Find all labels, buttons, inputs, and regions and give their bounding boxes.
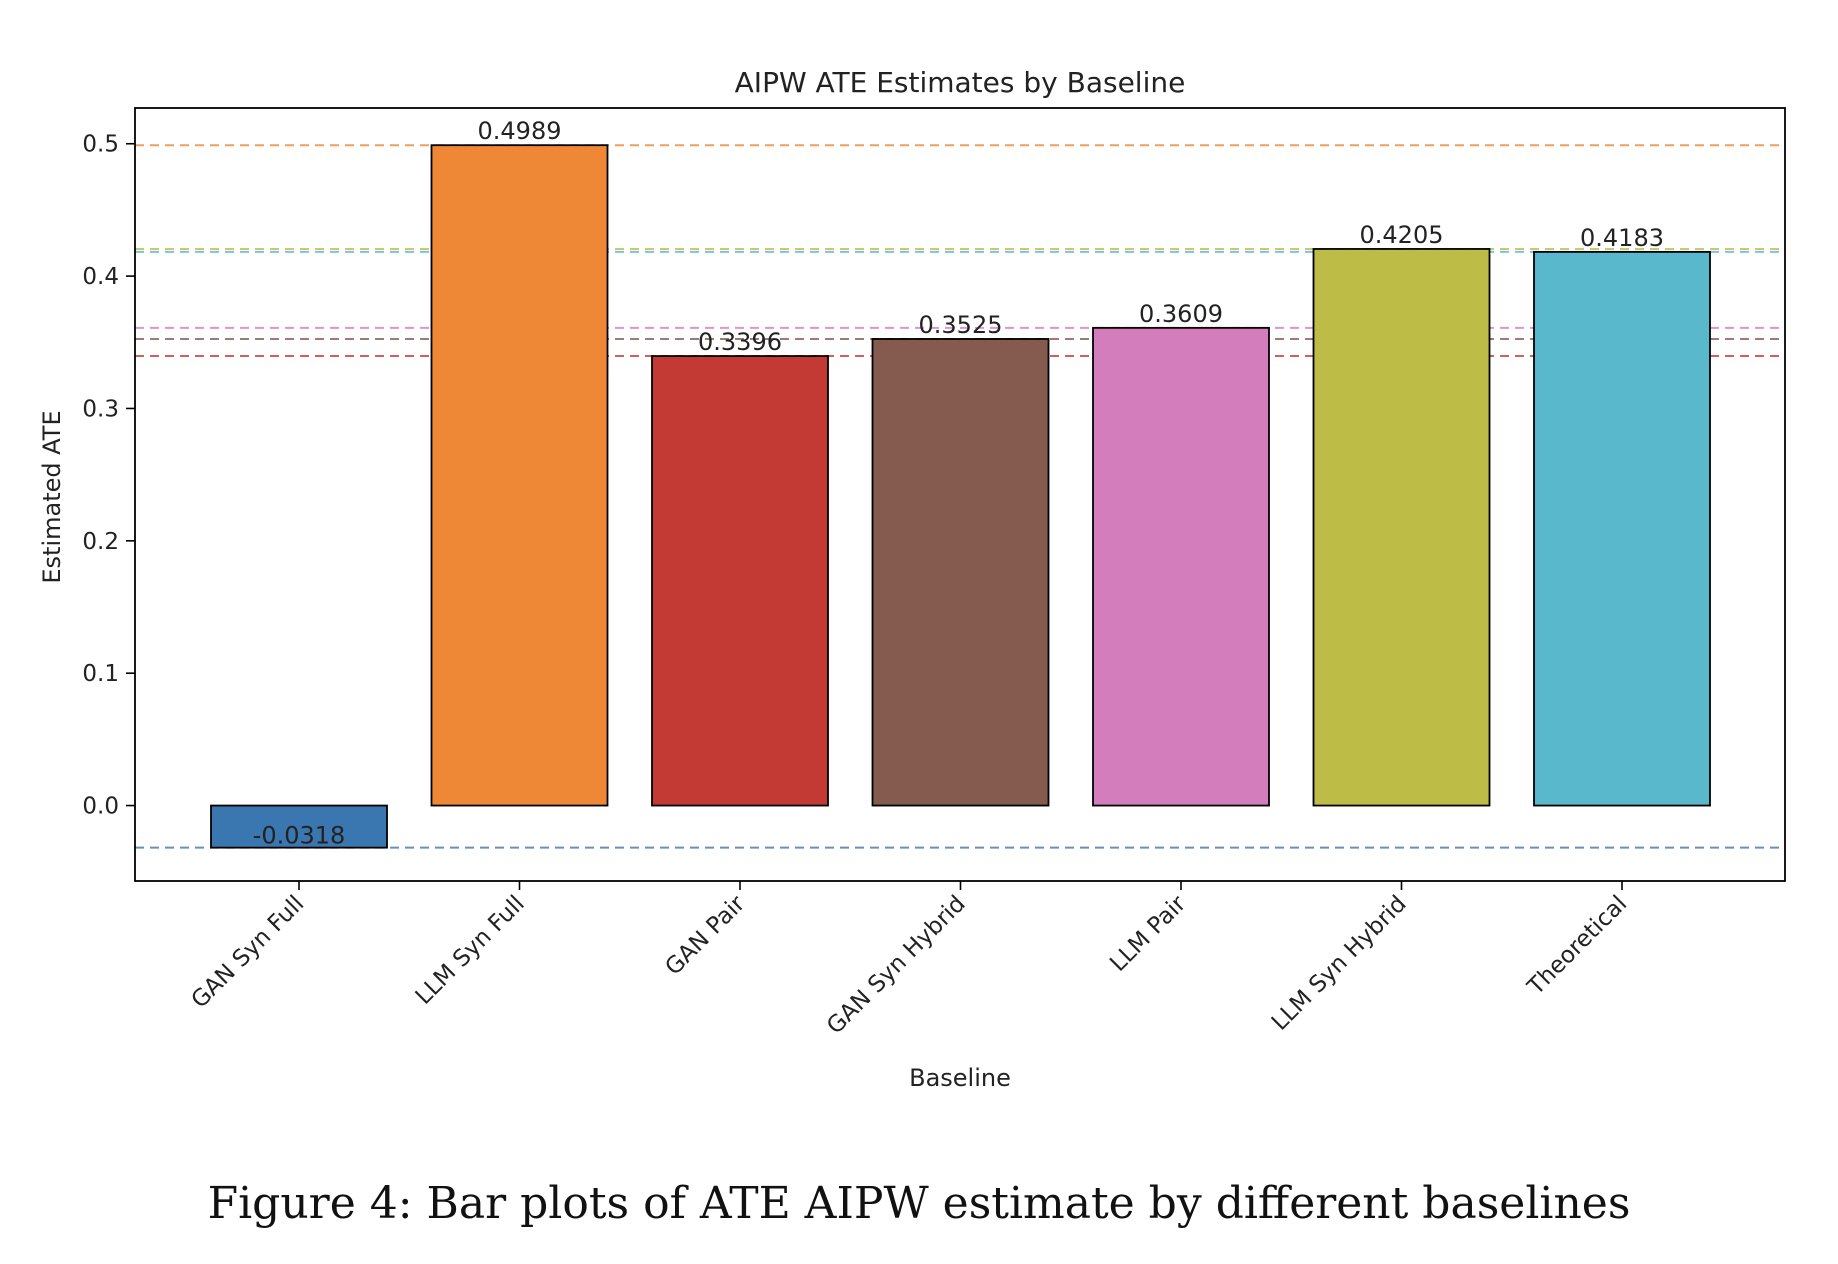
x-tick-label: LLM Syn Hybrid (1267, 891, 1412, 1036)
chart-title: AIPW ATE Estimates by Baseline (735, 66, 1186, 99)
bar-value-label: 0.4989 (478, 117, 562, 145)
bar-value-label: 0.3609 (1139, 300, 1223, 328)
y-tick-label: 0.4 (82, 264, 119, 290)
y-tick-label: 0.2 (82, 529, 119, 555)
bar (1092, 326, 1270, 807)
bar (210, 804, 388, 849)
bar (651, 355, 829, 807)
x-tick-label: GAN Syn Hybrid (822, 891, 971, 1040)
bar (1533, 250, 1711, 807)
bar-value-label: 0.3396 (698, 328, 782, 356)
x-axis: GAN Syn Full LLM Syn Full GAN Pair GAN Syn … (187, 881, 1632, 1040)
bar-value-label: -0.0318 (253, 822, 346, 850)
y-tick-label: 0.5 (82, 132, 119, 158)
bar-value-label: 0.4205 (1360, 221, 1444, 249)
y-tick-label: 0.0 (82, 794, 119, 820)
figure-caption: Figure 4: Bar plots of ATE AIPW estimate… (207, 1178, 1631, 1229)
value-labels: -0.0318 0.4989 0.3396 0.3525 0.3609 0.4205 0.4… (253, 117, 1664, 849)
x-tick-label: GAN Pair (661, 890, 751, 980)
y-axis-label: Estimated ATE (38, 410, 66, 583)
x-tick-label: Theoretical (1522, 891, 1632, 1001)
x-tick-label: LLM Syn Full (411, 891, 530, 1010)
x-tick-label: GAN Syn Full (187, 891, 310, 1014)
y-axis: 0.0 0.1 0.2 0.3 0.4 0.5 (82, 132, 135, 820)
y-tick-label: 0.1 (82, 661, 119, 687)
bar-value-label: 0.4183 (1580, 224, 1664, 252)
bar (1312, 248, 1491, 807)
x-axis-label: Baseline (909, 1064, 1011, 1092)
x-tick-label: LLM Pair (1105, 890, 1191, 976)
bar (430, 144, 609, 807)
bar-value-label: 0.3525 (919, 311, 1003, 339)
bar (871, 338, 1050, 807)
bars (210, 144, 1711, 849)
y-tick-label: 0.3 (82, 396, 119, 422)
